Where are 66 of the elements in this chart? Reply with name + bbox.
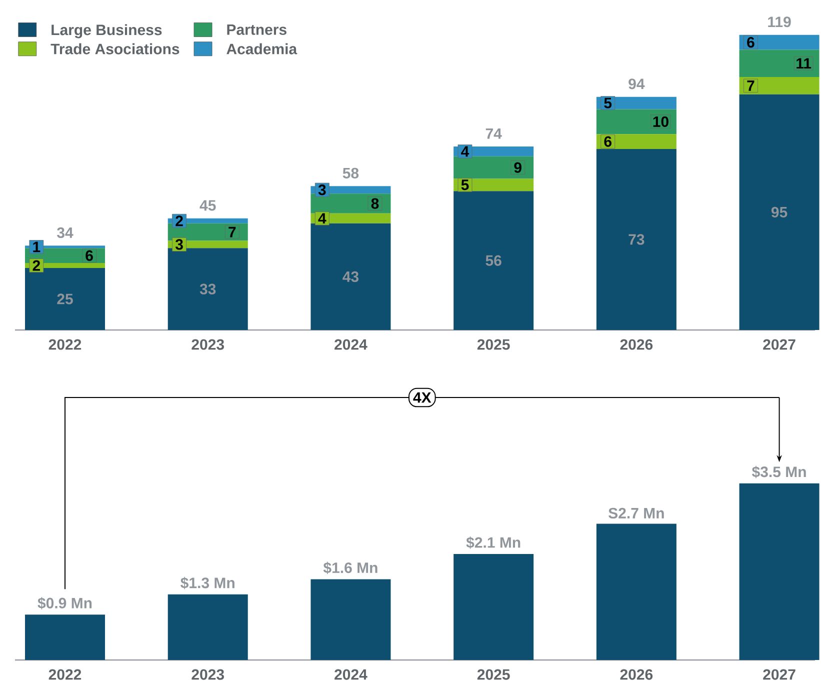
data-label: 2 [32,260,40,271]
x-tick-label: 2024 [334,339,368,350]
data-label: 4 [461,146,470,157]
legend-label: Large Business [52,24,162,38]
data-label: S2.7 Mn [608,508,664,519]
data-label: 8 [371,198,379,209]
data-label: 5 [461,180,469,190]
total-label: 94 [628,78,645,90]
x-tick-label: 2023 [192,339,224,350]
data-label: $1.3 Mn [180,576,234,590]
data-label: 6 [86,250,93,261]
x-tick-label: 2024 [334,669,368,680]
total-label: 45 [200,200,216,211]
data-label: 6 [747,37,754,48]
data-label: 1 [33,242,40,252]
data-label: 43 [342,271,359,282]
data-label: 10 [653,116,668,127]
legend-label: Academia [226,43,298,54]
bar [596,148,676,330]
data-label: 25 [57,294,73,304]
bar [168,248,248,330]
data-label: 95 [771,206,788,218]
bar [454,554,534,660]
bar [310,223,391,330]
bar [739,94,820,330]
data-label: 6 [604,136,612,147]
bar [25,614,106,660]
data-label: 2 [176,216,183,226]
bar [454,191,534,330]
x-tick-label: 2026 [620,669,653,680]
data-label: $1.6 Mn [323,562,378,574]
bar [739,483,820,660]
data-label: 3 [318,184,326,196]
x-tick-label: 2027 [763,339,796,350]
data-label: 33 [200,284,216,294]
x-tick-label: 2025 [477,669,510,680]
legend-label: Partners [227,24,286,35]
data-label: 73 [628,234,644,245]
text: 4X [413,392,432,403]
data-label: 7 [747,80,754,91]
bar [596,524,676,660]
data-label: 3 [175,239,183,250]
data-label: 11 [796,58,812,69]
x-tick-label: 2026 [620,339,653,350]
data-label: $3.5 Mn [752,466,806,478]
data-label: $2.1 Mn [466,536,520,549]
x-tick-label: 2027 [763,669,796,680]
data-label: 7 [228,226,236,238]
total-label: 74 [486,128,502,139]
total-label: 34 [57,227,74,238]
data-label: 9 [514,162,522,173]
bar [739,50,820,78]
data-label: 56 [486,255,502,266]
data-label: 4 [318,213,326,224]
total-label: 119 [768,16,791,28]
bar [310,579,391,660]
bar [739,77,820,94]
x-tick-label: 2022 [48,339,82,350]
x-tick-label: 2022 [48,669,82,680]
data-label: 5 [604,98,612,108]
total-label: 58 [342,168,359,178]
bar [168,594,248,660]
x-tick-label: 2025 [477,339,510,350]
x-tick-label: 2023 [192,669,224,680]
legend-label: Trade Asociations [50,43,180,54]
data-label: $0.9 Mn [38,597,92,610]
